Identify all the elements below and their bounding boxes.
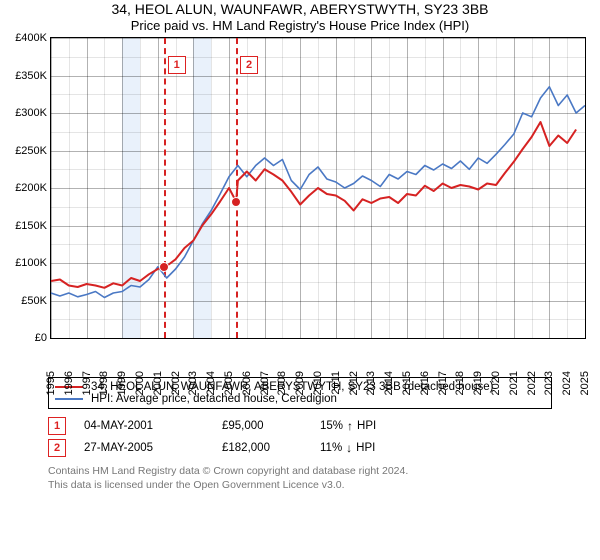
y-tick-label: £200K [15, 182, 51, 194]
y-tick-label: £50K [21, 295, 51, 307]
plot-box: £0£50K£100K£150K£200K£250K£300K£350K£400… [50, 37, 586, 339]
y-tick-label: £250K [15, 145, 51, 157]
sales-row-date: 04-MAY-2001 [84, 420, 204, 432]
x-tick-label: 2003 [185, 371, 199, 395]
x-tick-label: 1996 [61, 371, 75, 395]
x-tick-label: 2004 [203, 371, 217, 395]
sales-row-diff-suffix: HPI [357, 420, 376, 432]
y-tick-label: £350K [15, 70, 51, 82]
sales-table-row: 1 04-MAY-2001 £95,000 15% ↑ HPI [48, 415, 552, 437]
sales-row-price: £95,000 [222, 420, 302, 432]
sales-row-number: 2 [48, 439, 66, 457]
x-tick-label: 2001 [150, 371, 164, 395]
footer-line-2: This data is licensed under the Open Gov… [48, 479, 552, 493]
chart-area: £0£50K£100K£150K£200K£250K£300K£350K£400… [2, 37, 588, 371]
x-tick-label: 2011 [328, 371, 342, 395]
x-tick-label: 2010 [310, 371, 324, 395]
sales-row-diff: 15% ↑ HPI [320, 419, 430, 433]
y-tick-label: £150K [15, 220, 51, 232]
chart-subtitle: Price paid vs. HM Land Registry's House … [0, 18, 600, 33]
sales-table: 104-MAY-2001£95,00015%↑HPI227-MAY-2005£1… [48, 415, 552, 459]
sales-row-diff-pct: 15% [320, 420, 343, 432]
x-tick-label: 2024 [559, 371, 573, 395]
x-tick-label: 2002 [168, 371, 182, 395]
x-tick-label: 1995 [43, 371, 57, 395]
sale-point-dot [159, 262, 169, 272]
x-axis-tick-labels: 1995199619971998199920002001200220032004… [50, 339, 584, 371]
footer-attribution: Contains HM Land Registry data © Crown c… [48, 465, 552, 492]
x-tick-label: 2023 [541, 371, 555, 395]
arrow-down-icon: ↓ [346, 441, 352, 455]
x-tick-label: 2017 [435, 371, 449, 395]
x-tick-label: 2005 [221, 371, 235, 395]
x-gridline [585, 38, 586, 338]
sale-point-dot [231, 197, 241, 207]
y-tick-label: £400K [15, 32, 51, 44]
sales-row-date: 27-MAY-2005 [84, 442, 204, 454]
y-tick-label: £300K [15, 107, 51, 119]
x-tick-label: 2000 [132, 371, 146, 395]
sales-table-row: 2 27-MAY-2005 £182,000 11% ↓ HPI [48, 437, 552, 459]
series-svg [51, 38, 585, 338]
sales-row-diff-pct: 11% [320, 442, 342, 454]
legend-swatch [55, 398, 83, 400]
footer-line-1: Contains HM Land Registry data © Crown c… [48, 465, 552, 479]
x-tick-label: 2018 [452, 371, 466, 395]
x-tick-label: 1998 [96, 371, 110, 395]
x-tick-label: 2022 [524, 371, 538, 395]
series-line-hpi [51, 87, 585, 298]
x-tick-label: 2012 [346, 371, 360, 395]
sales-row-diff-suffix: HPI [356, 442, 375, 454]
x-tick-label: 2020 [488, 371, 502, 395]
chart-title: 34, HEOL ALUN, WAUNFAWR, ABERYSTWYTH, SY… [0, 0, 600, 18]
series-line-property [51, 122, 576, 288]
x-tick-label: 1997 [79, 371, 93, 395]
x-tick-label: 2007 [257, 371, 271, 395]
sales-row-diff: 11% ↓ HPI [320, 441, 430, 455]
y-tick-label: £0 [35, 332, 51, 344]
x-tick-label: 1999 [114, 371, 128, 395]
x-tick-label: 2021 [506, 371, 520, 395]
sales-row-price: £182,000 [222, 442, 302, 454]
x-tick-label: 2016 [417, 371, 431, 395]
y-tick-label: £100K [15, 257, 51, 269]
x-tick-label: 2015 [399, 371, 413, 395]
x-tick-label: 2013 [363, 371, 377, 395]
arrow-up-icon: ↑ [347, 419, 353, 433]
x-tick-label: 2019 [470, 371, 484, 395]
x-tick-label: 2025 [577, 371, 591, 395]
x-tick-label: 2014 [381, 371, 395, 395]
x-tick-label: 2009 [292, 371, 306, 395]
x-tick-label: 2006 [239, 371, 253, 395]
x-tick-label: 2008 [274, 371, 288, 395]
sales-row-number: 1 [48, 417, 66, 435]
